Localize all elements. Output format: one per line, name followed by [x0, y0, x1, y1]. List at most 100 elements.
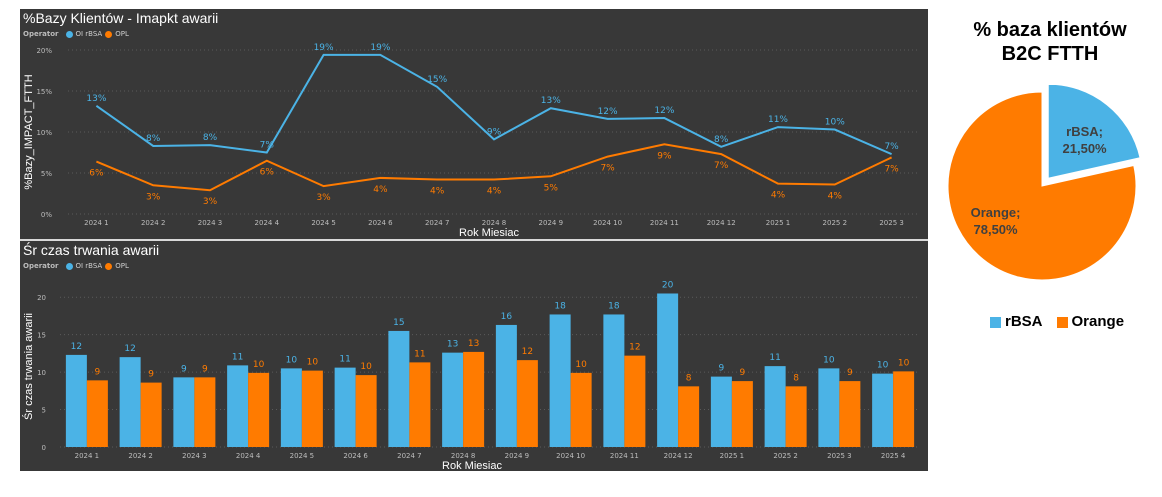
data-label: 4%: [373, 185, 388, 195]
x-tick-label: 2024 1: [84, 219, 109, 227]
data-label: 12: [522, 347, 533, 357]
y-tick-label: 20: [37, 294, 46, 302]
bar-opl: [678, 386, 700, 447]
data-label: 8: [793, 373, 799, 383]
legend-rbsa-label[interactable]: OI rBSA: [75, 262, 103, 270]
pie-label-value: 21,50%: [1063, 141, 1108, 156]
bar-opl: [301, 370, 323, 447]
bar-opl: [409, 362, 431, 447]
bar-opl: [731, 381, 753, 447]
x-tick-label: 2024 5: [311, 219, 336, 227]
data-label: 9%: [487, 127, 502, 137]
x-tick-label: 2024 2: [128, 452, 153, 460]
data-label: 3%: [316, 193, 331, 203]
data-label: 9: [202, 364, 208, 374]
x-tick-label: 2024 12: [707, 219, 736, 227]
orange-swatch-icon: [1056, 316, 1068, 328]
data-label: 11: [232, 352, 243, 362]
data-label: 18: [554, 301, 566, 311]
bar-opl: [839, 381, 861, 447]
x-tick-label: 2025 3: [879, 219, 904, 227]
y-tick-label: 15%: [36, 88, 52, 96]
legend-opl-label[interactable]: OPL: [115, 30, 129, 38]
bar-rbsa: [388, 330, 410, 447]
x-tick-label: 2024 10: [556, 452, 585, 460]
legend-rbsa-dot-icon: [65, 30, 73, 38]
data-label: 3%: [146, 192, 161, 202]
pie-title-line-2: B2C FTTH: [1001, 43, 1099, 65]
bar-opl: [355, 375, 377, 447]
data-label: 10: [877, 361, 889, 371]
bar-rbsa: [603, 314, 625, 447]
x-tick-label: 2024 3: [182, 452, 207, 460]
data-label: 13%: [541, 96, 561, 106]
x-tick-label: 2025 2: [773, 452, 798, 460]
line-chart-svg: 0% 5% 10% 15% 20% 2024 1 2024 2 2024 3 2024 4 202…: [23, 43, 920, 239]
y-tick-label: 20%: [36, 47, 52, 55]
pie-label-name: rBSA;: [1066, 124, 1103, 139]
data-label: 10: [898, 358, 910, 368]
bar-rbsa: [173, 377, 195, 447]
y-tick-label: 5%: [41, 170, 52, 178]
x-tick-label: 2025 4: [881, 452, 906, 460]
line-chart-title: %Bazy Klientów - Imapkt awarii: [23, 10, 219, 26]
x-tick-label: 2024 11: [610, 452, 639, 460]
data-label: 10%: [825, 118, 845, 128]
legend-rbsa-dot-icon: [65, 262, 73, 270]
line-chart-legend: Operator OI rBSA OPL: [23, 30, 129, 38]
pie-chart-svg: rBSA; 21,50% Orange; 78,50%: [947, 85, 1141, 281]
x-tick-label: 2025 1: [766, 219, 791, 227]
data-label: 8%: [203, 133, 218, 143]
x-tick-label: 2024 2: [141, 219, 166, 227]
bar-opl: [516, 360, 538, 447]
bar-opl: [570, 372, 592, 447]
legend-rbsa-label[interactable]: OI rBSA: [75, 30, 103, 38]
data-label: 11: [414, 349, 425, 359]
pie-legend-rbsa[interactable]: rBSA: [990, 313, 1043, 330]
data-label: 7%: [884, 164, 899, 174]
data-label: 12: [629, 343, 640, 353]
bar-rbsa: [227, 365, 249, 447]
bar-opl: [624, 355, 646, 447]
bar-rbsa: [495, 324, 517, 447]
x-tick-label: 2024 1: [75, 452, 100, 460]
x-tick-label: 2024 7: [425, 219, 450, 227]
bar-rbsa: [657, 293, 679, 447]
data-label: 5%: [544, 183, 559, 193]
pie-label-name: Orange;: [971, 205, 1021, 220]
data-label: 10: [286, 355, 298, 365]
data-label: 4%: [430, 187, 445, 197]
y-tick-label: 0: [42, 444, 46, 452]
data-label: 18: [608, 301, 620, 311]
data-label: 7%: [884, 142, 899, 152]
data-label: 13: [468, 339, 479, 349]
data-label: 15: [393, 318, 404, 328]
pie-legend-orange[interactable]: Orange: [1056, 313, 1124, 330]
data-label: 12: [124, 344, 135, 354]
y-tick-label: 10: [37, 369, 46, 377]
x-tick-label: 2024 8: [451, 452, 476, 460]
legend-opl-label[interactable]: OPL: [115, 262, 129, 270]
data-label: 9: [719, 364, 725, 374]
x-tick-label: 2025 3: [827, 452, 852, 460]
data-label: 12%: [654, 106, 674, 116]
pie-legend-rbsa-label: rBSA: [1005, 313, 1043, 330]
data-label: 13: [447, 340, 458, 350]
data-label: 12: [71, 342, 82, 352]
pie-chart-title: % baza klientów B2C FTTH: [950, 18, 1150, 66]
x-axis-title: Rok Miesiac: [442, 460, 502, 471]
legend-title: Operator: [23, 30, 59, 38]
data-label: 7%: [714, 161, 729, 171]
pie-slice-orange: [947, 91, 1137, 281]
data-label: 8: [686, 373, 692, 383]
x-tick-label: 2024 12: [664, 452, 693, 460]
data-label: 8%: [146, 134, 161, 144]
x-tick-label: 2024 10: [593, 219, 622, 227]
data-label: 11: [769, 353, 780, 363]
series-line-opl: [96, 143, 893, 192]
series-line-rbsa: [95, 53, 892, 156]
x-tick-label: 2024 9: [505, 452, 530, 460]
data-label: 10: [360, 362, 372, 372]
data-label: 9: [148, 370, 154, 380]
data-label: 9: [847, 368, 853, 378]
